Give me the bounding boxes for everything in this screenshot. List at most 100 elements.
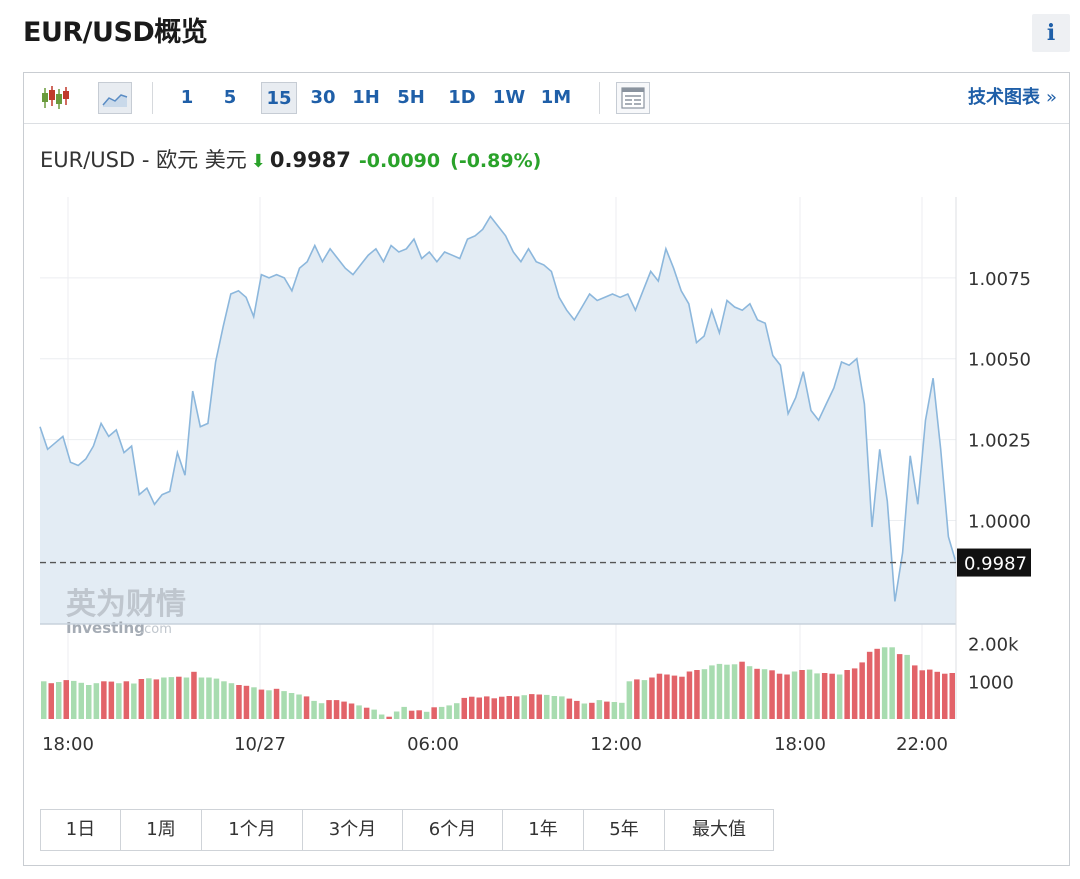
- range-button-5[interactable]: 1年: [503, 810, 584, 850]
- watermark-brand-cn: 英为财情: [66, 587, 186, 622]
- range-button-6[interactable]: 5年: [584, 810, 665, 850]
- volume-bar: [288, 693, 295, 719]
- volume-bar: [93, 683, 100, 719]
- x-tick-label: 12:00: [590, 734, 642, 755]
- volume-bar: [333, 700, 340, 719]
- volume-bar: [499, 696, 505, 719]
- volume-bar: [258, 689, 265, 719]
- volume-bar: [881, 647, 888, 719]
- volume-bar: [656, 673, 663, 719]
- interval-tab-15[interactable]: 15: [261, 82, 297, 114]
- volume-bar: [611, 702, 618, 719]
- volume-bar: [896, 654, 903, 719]
- volume-tick-label: 2.00k: [968, 635, 1019, 656]
- volume-bar: [423, 711, 430, 719]
- last-price-label: 0.9987: [964, 554, 1027, 575]
- volume-bar: [378, 714, 385, 719]
- table-icon[interactable]: [616, 82, 650, 114]
- interval-tab-1d[interactable]: 1D: [448, 87, 476, 108]
- volume-bar: [386, 716, 392, 719]
- volume-bar: [559, 696, 565, 719]
- volume-bar: [213, 678, 220, 719]
- volume-bar: [889, 647, 895, 719]
- interval-tab-1w[interactable]: 1W: [492, 87, 526, 108]
- y-tick-label: 1.0025: [968, 431, 1031, 452]
- volume-bar: [491, 698, 497, 720]
- interval-tab-1h[interactable]: 1H: [352, 87, 380, 108]
- range-button-3[interactable]: 3个月: [303, 810, 403, 850]
- volume-bar: [844, 670, 850, 719]
- volume-bar: [131, 683, 137, 719]
- chevron-right-icon: »: [1045, 87, 1057, 108]
- range-button-4[interactable]: 6个月: [403, 810, 503, 850]
- tech-chart-link[interactable]: 技术图表»: [968, 83, 1057, 109]
- interval-tab-30[interactable]: 30: [310, 87, 336, 108]
- volume-bar: [724, 664, 730, 719]
- y-tick-label: 1.0000: [968, 511, 1031, 532]
- instrument-name: EUR/USD - 欧元 美元: [40, 148, 247, 172]
- volume-bar: [716, 663, 723, 719]
- volume-bar: [619, 702, 625, 719]
- volume-bar: [56, 682, 62, 719]
- volume-bar: [776, 673, 783, 719]
- volume-bar: [514, 696, 520, 719]
- x-tick-label: 18:00: [774, 734, 826, 755]
- volume-bar: [341, 701, 347, 719]
- watermark-brand-en: Investing: [66, 619, 145, 637]
- range-button-7[interactable]: 最大值: [692, 819, 746, 840]
- volume-bar: [191, 671, 197, 719]
- tech-chart-label: 技术图表: [967, 87, 1040, 108]
- volume-bar: [949, 673, 955, 719]
- volume-bar: [236, 685, 242, 719]
- interval-tab-1m[interactable]: 1M: [540, 87, 572, 108]
- quote-line: EUR/USD - 欧元 美元 ⬇ 0.9987 -0.0090 (-0.89%): [40, 144, 541, 174]
- range-button-2[interactable]: 1个月: [202, 810, 303, 850]
- volume-bar: [791, 671, 798, 719]
- volume-bar: [551, 696, 558, 719]
- info-button[interactable]: i: [1032, 14, 1070, 52]
- volume-bar: [529, 694, 535, 719]
- volume-bar: [371, 709, 377, 719]
- volume-bar: [544, 694, 550, 719]
- volume-bar: [829, 673, 835, 719]
- volume-bar: [311, 700, 317, 719]
- interval-tab-5[interactable]: 5: [223, 87, 237, 108]
- volume-bar: [866, 651, 873, 719]
- volume-bar: [401, 706, 407, 719]
- area-chart-icon[interactable]: [98, 82, 132, 114]
- volume-bar: [574, 700, 580, 719]
- volume-bar: [521, 695, 527, 719]
- interval-tab-1[interactable]: 1: [180, 87, 194, 108]
- volume-bar: [904, 654, 910, 719]
- interval-tab-5h[interactable]: 5H: [397, 87, 425, 108]
- volume-bar: [469, 696, 475, 719]
- price-line: [39, 214, 957, 602]
- toolbar: 1 5 15 30 1H 5H 1D 1W 1M 技术图表»: [24, 73, 1069, 124]
- last-price: 0.9987: [269, 148, 351, 172]
- volume-bar: [183, 677, 190, 719]
- volume-bar: [701, 669, 708, 719]
- volume-bar: [919, 670, 925, 719]
- range-button-0[interactable]: 1日: [41, 810, 121, 850]
- volume-bar: [484, 696, 490, 719]
- watermark-brand-suffix: .com: [140, 622, 172, 637]
- volume-bar: [836, 674, 843, 719]
- volume-bar: [296, 694, 302, 719]
- chart-panel: 1 5 15 30 1H 5H 1D 1W 1M 技术图表» EUR/USD - 欧元 美元 ⬇ 0…: [23, 72, 1070, 866]
- candlestick-icon[interactable]: [38, 82, 72, 114]
- toolbar-divider: [152, 82, 153, 114]
- volume-bar: [912, 665, 918, 719]
- volume-bar: [446, 705, 452, 719]
- volume-bar: [461, 697, 467, 719]
- volume-bar: [176, 676, 182, 719]
- volume-bar: [476, 697, 482, 719]
- volume-bar: [851, 668, 858, 719]
- volume-bar: [596, 700, 603, 719]
- volume-bar: [806, 669, 813, 719]
- volume-bar: [709, 665, 715, 719]
- range-button-1[interactable]: 1周: [121, 810, 202, 850]
- volume-bar: [927, 669, 933, 719]
- volume-bar: [731, 664, 738, 719]
- volume-bar: [251, 687, 257, 719]
